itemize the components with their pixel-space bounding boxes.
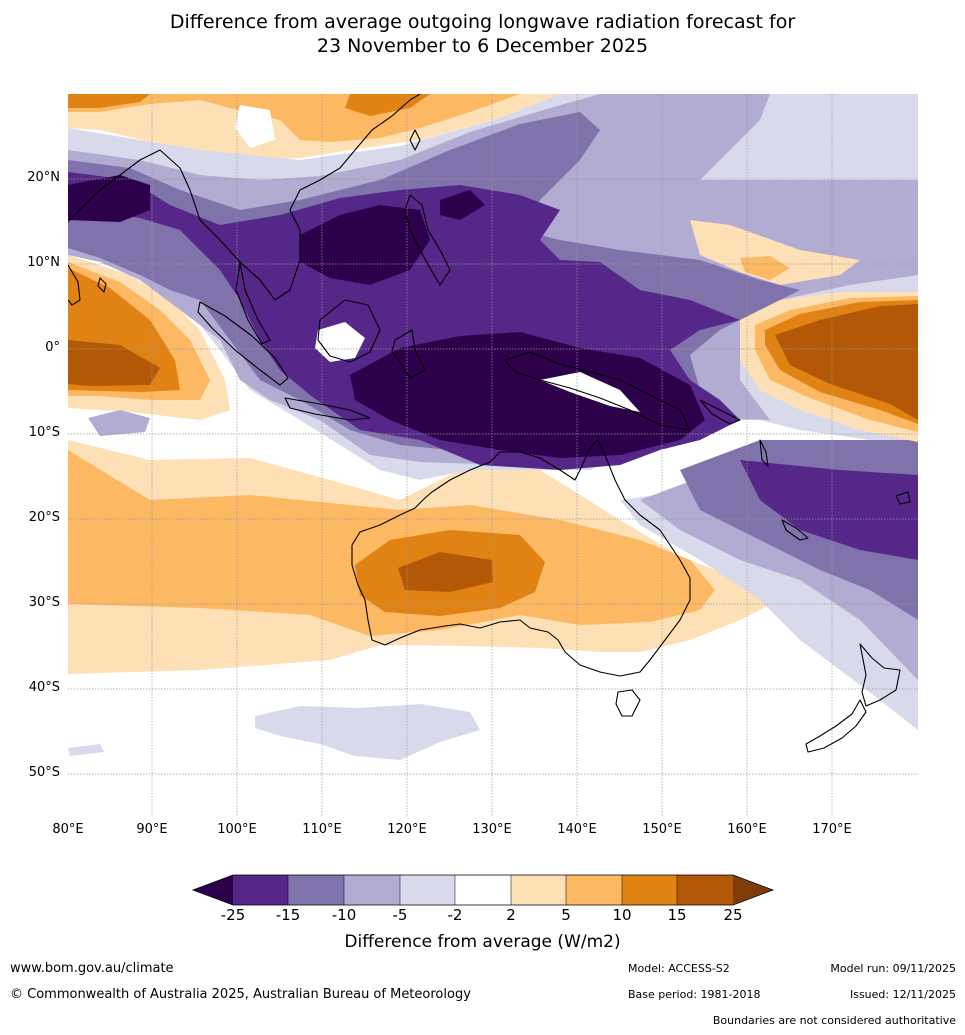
copyright-text: © Commonwealth of Australia 2025, Austra…	[10, 987, 471, 1002]
anomaly-region-extreme-negative-philippine-sea	[440, 190, 485, 220]
lon-label-160e: 160°E	[727, 822, 767, 837]
anomaly-region-positive-north-strong-east	[345, 94, 430, 116]
boundaries-disclaimer: Boundaries are not considered authoritat…	[712, 1014, 956, 1027]
colorbar-bin-4	[400, 875, 455, 905]
map-field	[68, 94, 918, 816]
lat-label-20n: 20°N	[27, 170, 60, 185]
sri-lanka-coastline	[97, 277, 107, 293]
lat-label-20s: 20°S	[28, 510, 60, 525]
borneo-coastline	[317, 299, 381, 363]
colorbar-tick-label: -2	[447, 906, 463, 924]
anomaly-region-positive-australia-max	[398, 552, 493, 592]
colorbar-tick-label: -5	[392, 906, 408, 924]
vanuatu-coastline	[759, 439, 769, 467]
colorbar-tick-label: 5	[561, 906, 571, 924]
colorbar-extend-low	[193, 875, 233, 905]
anomaly-region-positive-central-pacific-mid	[740, 256, 790, 280]
anomaly-region-positive-central-pacific	[690, 220, 860, 285]
malay-peninsula-coastline	[235, 261, 271, 345]
new-zealand-south-island-coastline	[805, 699, 867, 753]
lat-label-40s: 40°S	[28, 680, 60, 695]
colorbar-bin-1	[233, 875, 288, 905]
colorbar-title: Difference from average (W/m2)	[344, 932, 621, 952]
map-title-line-1: Difference from average outgoing longwav…	[169, 11, 796, 33]
colorbar-tick-label: 2	[506, 906, 516, 924]
anomaly-region-extreme-negative-bay-of-bengal	[68, 175, 150, 222]
new-caledonia-coastline	[781, 519, 809, 541]
colorbar-bin-9	[677, 875, 733, 905]
colorbar-tick-label: 15	[667, 906, 687, 924]
anomaly-region-weak-negative-sw	[68, 744, 104, 756]
colorbar-bin-7	[566, 875, 622, 905]
australia-coastline	[351, 439, 691, 677]
new-zealand-north-island-coastline	[859, 643, 901, 707]
lat-label-10n: 10°N	[27, 255, 60, 270]
anomaly-region-positive-east-max	[775, 304, 918, 420]
solomon-islands-coastline	[699, 399, 741, 425]
neutral-region-new-guinea	[540, 372, 640, 412]
base-period: Base period: 1981-2018	[628, 988, 761, 1001]
lon-label-80e: 80°E	[52, 822, 84, 837]
colorbar-tick-label: -25	[220, 906, 246, 924]
colorbar-bin-3	[344, 875, 400, 905]
colorbar-outline	[191, 874, 775, 906]
colorbar-tick-label: 25	[723, 906, 743, 924]
lat-label-50s: 50°S	[28, 765, 60, 780]
asia-mainland-coastline	[68, 94, 421, 301]
lon-label-90e: 90°E	[136, 822, 168, 837]
india-coastline	[68, 264, 81, 306]
anomaly-region-positive-west-max	[68, 340, 160, 386]
colorbar-tick-label: 10	[612, 906, 632, 924]
fiji-coastline	[895, 491, 911, 505]
issued-date: Issued: 12/11/2025	[849, 988, 956, 1001]
model-name: Model: ACCESS-S2	[628, 962, 730, 975]
map-title-line-2: 23 November to 6 December 2025	[316, 35, 649, 57]
anomaly-region-weak-negative-indian	[88, 410, 150, 436]
sulawesi-coastline	[391, 329, 426, 379]
tasmania-coastline	[615, 689, 641, 717]
new-guinea-coastline	[504, 351, 691, 431]
anomaly-region-weak-negative-south	[255, 704, 480, 760]
colorbar-tick-label: -10	[331, 906, 357, 924]
colorbar-bin-8	[622, 875, 677, 905]
anomaly-region-extreme-negative-maritime-continent	[350, 332, 705, 458]
anomaly-region-extreme-negative-south-china-sea	[300, 205, 430, 285]
anomaly-region-positive-north-strong	[68, 94, 150, 108]
colorbar-extend-high	[733, 875, 773, 905]
lon-label-140e: 140°E	[557, 822, 597, 837]
map-title: Difference from average outgoing longwav…	[0, 10, 965, 58]
colorbar	[191, 874, 775, 906]
sumatra-coastline	[197, 301, 289, 386]
lon-label-170e: 170°E	[812, 822, 852, 837]
lat-label-equator: 0°	[45, 340, 60, 355]
colorbar-bin-6	[511, 875, 566, 905]
colorbar-dividers	[287, 875, 678, 905]
lon-label-110e: 110°E	[302, 822, 342, 837]
colorbar-tick-label: -15	[275, 906, 301, 924]
model-run-date: Model run: 09/11/2025	[830, 962, 956, 975]
colorbar-bin-5	[455, 875, 511, 905]
website-link[interactable]: www.bom.gov.au/climate	[10, 961, 174, 976]
taiwan-coastline	[409, 129, 421, 151]
graticule	[68, 94, 918, 816]
lon-label-150e: 150°E	[642, 822, 682, 837]
lon-label-100e: 100°E	[217, 822, 257, 837]
neutral-region-gulf-of-thailand	[235, 105, 275, 148]
lon-label-130e: 130°E	[472, 822, 512, 837]
java-coastline	[284, 397, 371, 421]
lon-label-120e: 120°E	[387, 822, 427, 837]
anomaly-region-very-strong-negative-se	[740, 460, 918, 560]
coastlines	[68, 94, 911, 753]
colorbar-bin-2	[288, 875, 344, 905]
lat-label-30s: 30°S	[28, 595, 60, 610]
philippines-coastline	[404, 194, 451, 286]
lat-label-10s: 10°S	[28, 425, 60, 440]
